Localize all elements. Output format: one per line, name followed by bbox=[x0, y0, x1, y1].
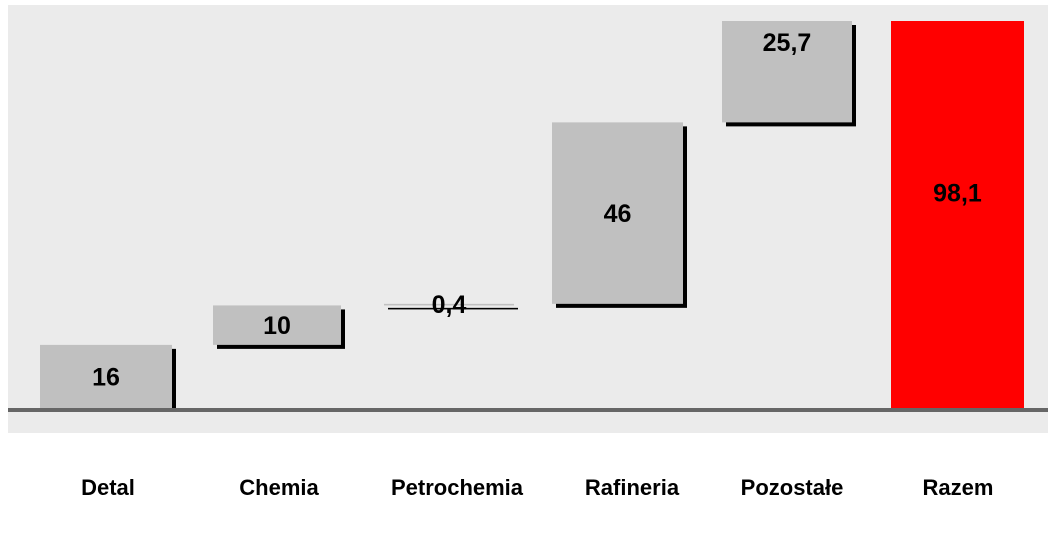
bar-detal bbox=[40, 344, 172, 408]
value-label-detal: 16 bbox=[92, 363, 120, 391]
bar-pozostale bbox=[722, 21, 852, 123]
bar-petrochemia bbox=[384, 303, 514, 306]
value-label-chemia: 10 bbox=[263, 312, 291, 340]
bar-razem bbox=[891, 21, 1024, 408]
bar-chemia bbox=[213, 305, 341, 345]
value-label-petrochemia: 0,4 bbox=[432, 291, 467, 319]
bars-layer bbox=[40, 21, 1024, 412]
value-label-razem: 98,1 bbox=[933, 180, 982, 208]
bar-shadow-petrochemia bbox=[388, 307, 518, 310]
value-label-rafineria: 46 bbox=[604, 200, 632, 228]
plot-background bbox=[8, 5, 1048, 433]
bar-rafineria bbox=[552, 122, 683, 304]
value-labels-layer: 16 10 0,4 46 25,7 98,1 bbox=[92, 29, 982, 391]
value-label-pozostale: 25,7 bbox=[763, 29, 812, 57]
